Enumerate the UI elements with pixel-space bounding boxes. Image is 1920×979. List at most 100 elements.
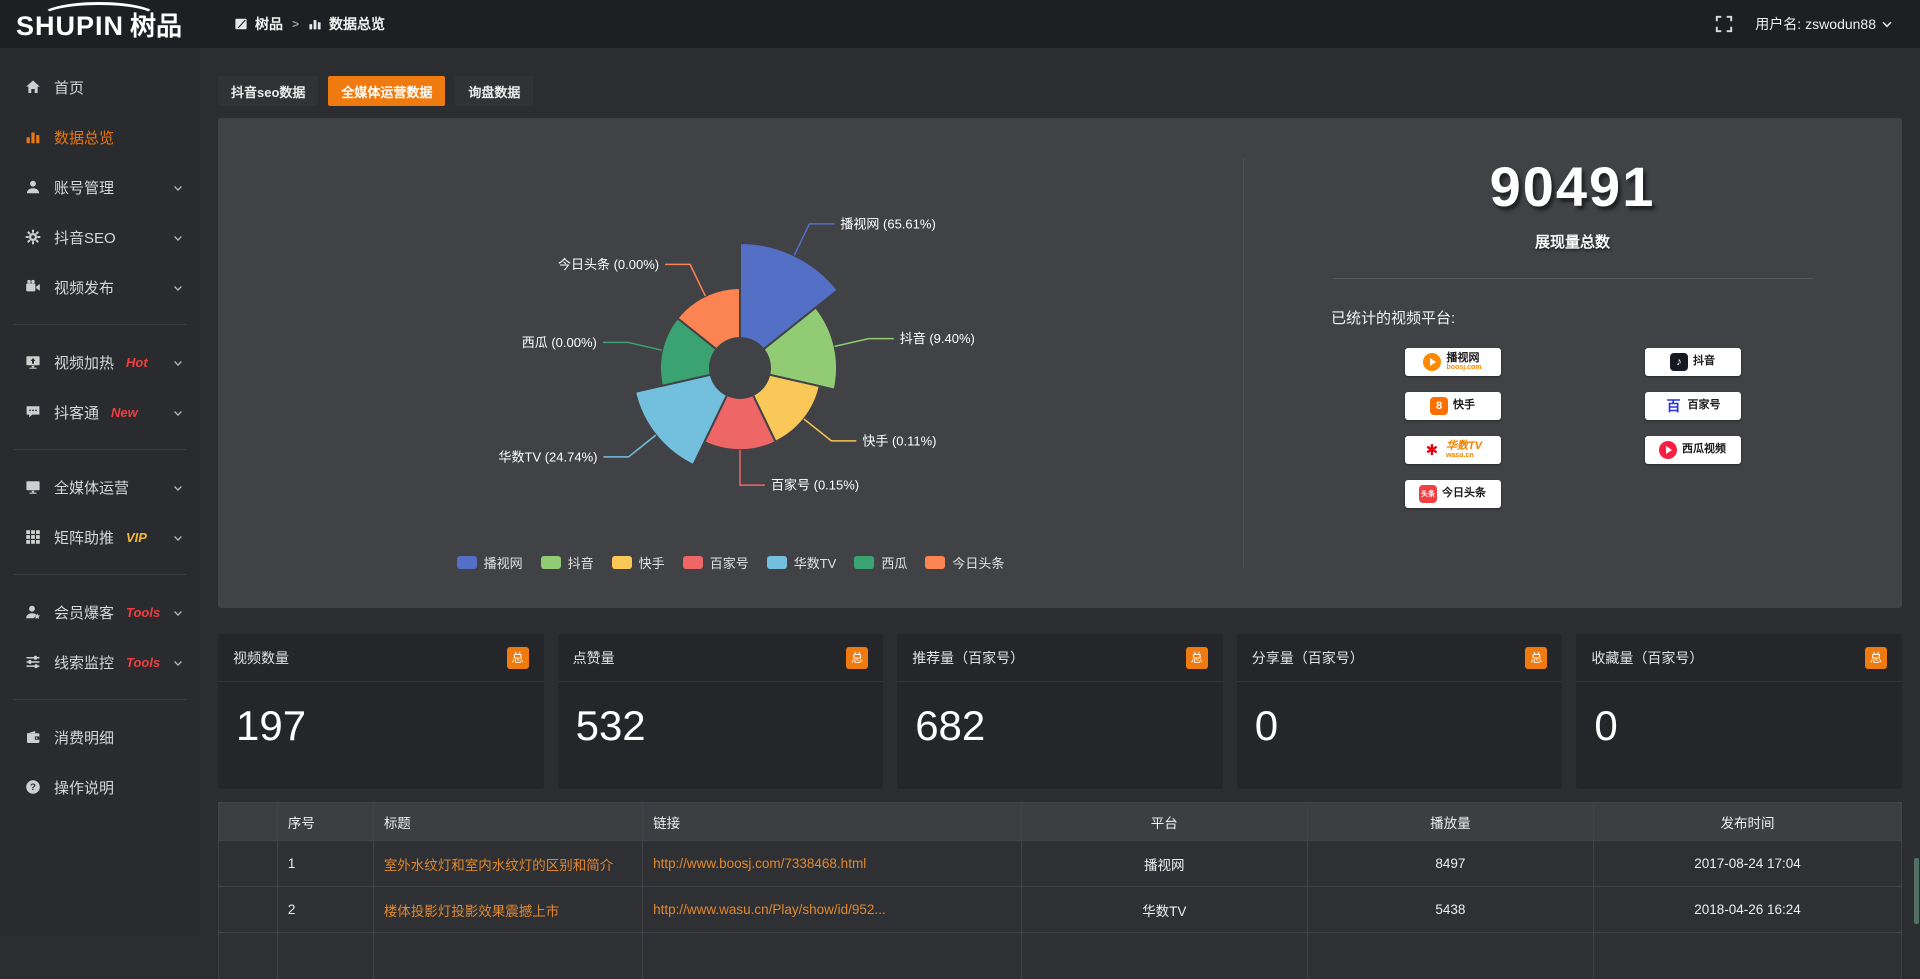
rose-pie-chart: 播视网 (65.61%) 抖音 (9.40%) 快手 (0.11%) 百家号 (0.1… — [499, 216, 975, 492]
table-header-播放量: 播放量 — [1306, 802, 1594, 841]
sidebar-item-label: 抖音SEO — [54, 229, 116, 247]
sidebar-item-douketong[interactable]: 抖客通 New — [0, 387, 200, 437]
sidebar-item-expense-detail[interactable]: 消费明细 — [0, 712, 200, 762]
legend-item-西瓜[interactable]: 西瓜 — [854, 553, 907, 572]
sidebar-item-lead-monitor[interactable]: 线索监控 Tools — [0, 637, 200, 687]
sidebar-item-video-publish[interactable]: 视频发布 — [0, 262, 200, 312]
home-icon — [25, 79, 41, 95]
platform-badge-今日头条[interactable]: 头条 今日头条 — [1404, 480, 1501, 508]
platform-name: 抖音 — [1693, 355, 1715, 368]
stat-card-value: 682 — [915, 702, 986, 749]
sidebar-item-tag: Tools — [126, 604, 161, 620]
pie-slice-播视网[interactable] — [739, 241, 840, 351]
stat-total-badge[interactable]: 总 — [1865, 646, 1887, 669]
sidebar-item-tag: New — [111, 404, 138, 420]
member-icon — [25, 604, 41, 620]
cell-views: 8497 — [1306, 840, 1594, 887]
stub-cell — [1020, 932, 1308, 979]
dashboard-icon — [234, 17, 248, 31]
sidebar-item-label: 账号管理 — [54, 179, 115, 197]
kuaishou-icon: 8 — [1430, 397, 1448, 415]
cell-time: 2018-04-26 16:24 — [1592, 886, 1903, 933]
breadcrumb: 树品 > 数据总览 — [234, 14, 385, 34]
sidebar-divider — [14, 449, 186, 450]
chevron-down-icon — [1880, 17, 1894, 31]
app-logo[interactable]: SHUPIN 树品 — [0, 1, 218, 43]
platform-badge-西瓜视频[interactable]: 西瓜视频 — [1644, 436, 1741, 464]
sidebar-item-home[interactable]: 首页 — [0, 62, 200, 112]
tab-3[interactable]: 询盘数据 — [455, 76, 534, 106]
platform-badge-百家号[interactable]: 百百家号 — [1644, 392, 1741, 420]
legend-label: 快手 — [638, 556, 665, 571]
platform-badge-抖音[interactable]: ♪ 抖音 — [1644, 348, 1741, 376]
pie-slice-抖音[interactable] — [762, 306, 839, 391]
platform-badge-华数TV[interactable]: ✱ 华数TV wasu.cn — [1404, 436, 1501, 464]
stat-total-badge[interactable]: 总 — [1185, 646, 1208, 669]
sidebar-item-omni-media[interactable]: 全媒体运营 — [0, 462, 200, 512]
sidebar-item-video-heat[interactable]: 视频加热 Hot — [0, 337, 200, 387]
table-header-发布时间: 发布时间 — [1592, 802, 1903, 841]
chevron-down-icon — [172, 356, 184, 368]
stat-card-header: 推荐量（百家号） 总 — [897, 634, 1223, 682]
platform-badge-快手[interactable]: 8 快手 — [1404, 392, 1501, 420]
video-icon — [25, 279, 41, 295]
sidebar-item-label: 首页 — [54, 79, 85, 97]
stat-card-value: 197 — [236, 702, 307, 749]
sidebar-item-data-overview[interactable]: 数据总览 — [0, 112, 200, 162]
stat-card-header: 收藏量（百家号） 总 — [1576, 634, 1902, 682]
scrollbar-thumb[interactable] — [1914, 858, 1919, 924]
user-menu[interactable]: 用户名: zswodun88 — [1755, 14, 1894, 34]
sidebar-item-tag: VIP — [126, 529, 147, 545]
stat-card-header: 分享量（百家号） 总 — [1236, 634, 1563, 682]
platform-name-block: 华数TV wasu.cn — [1446, 440, 1482, 459]
sidebar-item-help-guide[interactable]: ? 操作说明 — [0, 762, 200, 812]
legend-item-百家号[interactable]: 百家号 — [682, 553, 749, 572]
cell-link[interactable]: http://www.wasu.cn/Play/show/id/952... — [642, 886, 1022, 933]
table-header-链接: 链接 — [642, 802, 1022, 841]
sidebar-item-matrix-boost[interactable]: 矩阵助推 VIP — [0, 512, 200, 562]
legend-item-抖音[interactable]: 抖音 — [540, 553, 594, 572]
toutiao-icon: 头条 — [1419, 485, 1437, 503]
svg-text:?: ? — [30, 782, 36, 793]
legend-item-华数TV[interactable]: 华数TV — [766, 553, 836, 572]
pie-label: 播视网 (65.61%) — [840, 216, 935, 231]
stat-total-badge[interactable]: 总 — [846, 646, 869, 669]
stat-card-1: 视频数量 总 197 — [218, 634, 544, 789]
chevron-down-icon — [172, 656, 184, 668]
tab-1[interactable]: 抖音seo数据 — [218, 76, 319, 106]
pie-slice-今日头条[interactable] — [676, 286, 741, 351]
platforms-label: 已统计的视频平台: — [1331, 310, 1456, 327]
breadcrumb-root[interactable]: 树品 — [255, 16, 283, 32]
stub-cell — [1592, 932, 1903, 979]
stub-cell — [218, 932, 278, 979]
platform-badge-播视网[interactable]: 播视网 boosj.com — [1404, 348, 1501, 376]
pie-slice-华数TV[interactable] — [633, 373, 729, 467]
cell-link[interactable]: http://www.boosj.com/7338468.html — [642, 840, 1022, 887]
chevron-down-icon — [172, 281, 184, 293]
cell-platform: 播视网 — [1020, 840, 1308, 887]
legend-swatch — [611, 556, 632, 569]
cell-title[interactable]: 楼体投影灯投影效果震撼上市 — [372, 886, 644, 933]
fullscreen-icon[interactable] — [1715, 15, 1733, 33]
cell-title[interactable]: 室外水纹灯和室内水纹灯的区别和简介 — [372, 840, 644, 887]
legend-label: 百家号 — [709, 556, 749, 571]
legend-item-今日头条[interactable]: 今日头条 — [925, 553, 1004, 572]
legend-item-快手[interactable]: 快手 — [611, 553, 665, 572]
platform-name: 播视网 — [1446, 351, 1480, 364]
stat-total-badge[interactable]: 总 — [506, 646, 529, 669]
legend-item-播视网[interactable]: 播视网 — [456, 553, 523, 572]
tab-2[interactable]: 全媒体运营数据 — [328, 76, 446, 106]
stat-card-header: 点赞量 总 — [557, 634, 884, 682]
stat-card-2: 点赞量 总 532 — [557, 634, 884, 789]
username-label: 用户名: — [1755, 16, 1802, 32]
videos-table-el: 序号 标题 链接 平台 播放量 发布时间 1 室外水纹灯和室内水纹灯的区别和简介 http://… — [218, 802, 1903, 979]
username-value: zswodun88 — [1805, 16, 1876, 32]
table-header-序号: 序号 — [276, 802, 374, 841]
sidebar-item-douyin-seo[interactable]: 抖音SEO — [0, 212, 200, 262]
table-row-partial — [218, 932, 1903, 979]
summary-panel: 90491 展现量总数 已统计的视频平台: 播视网 boosj.com 8 快手 ✱ 华数… — [1243, 118, 1902, 608]
sidebar-item-account-manage[interactable]: 账号管理 — [0, 162, 200, 212]
sidebar-item-member-burst[interactable]: 会员爆客 Tools — [0, 587, 200, 637]
stat-total-badge[interactable]: 总 — [1525, 646, 1548, 669]
pie-label: 抖音 (9.40%) — [900, 331, 975, 346]
